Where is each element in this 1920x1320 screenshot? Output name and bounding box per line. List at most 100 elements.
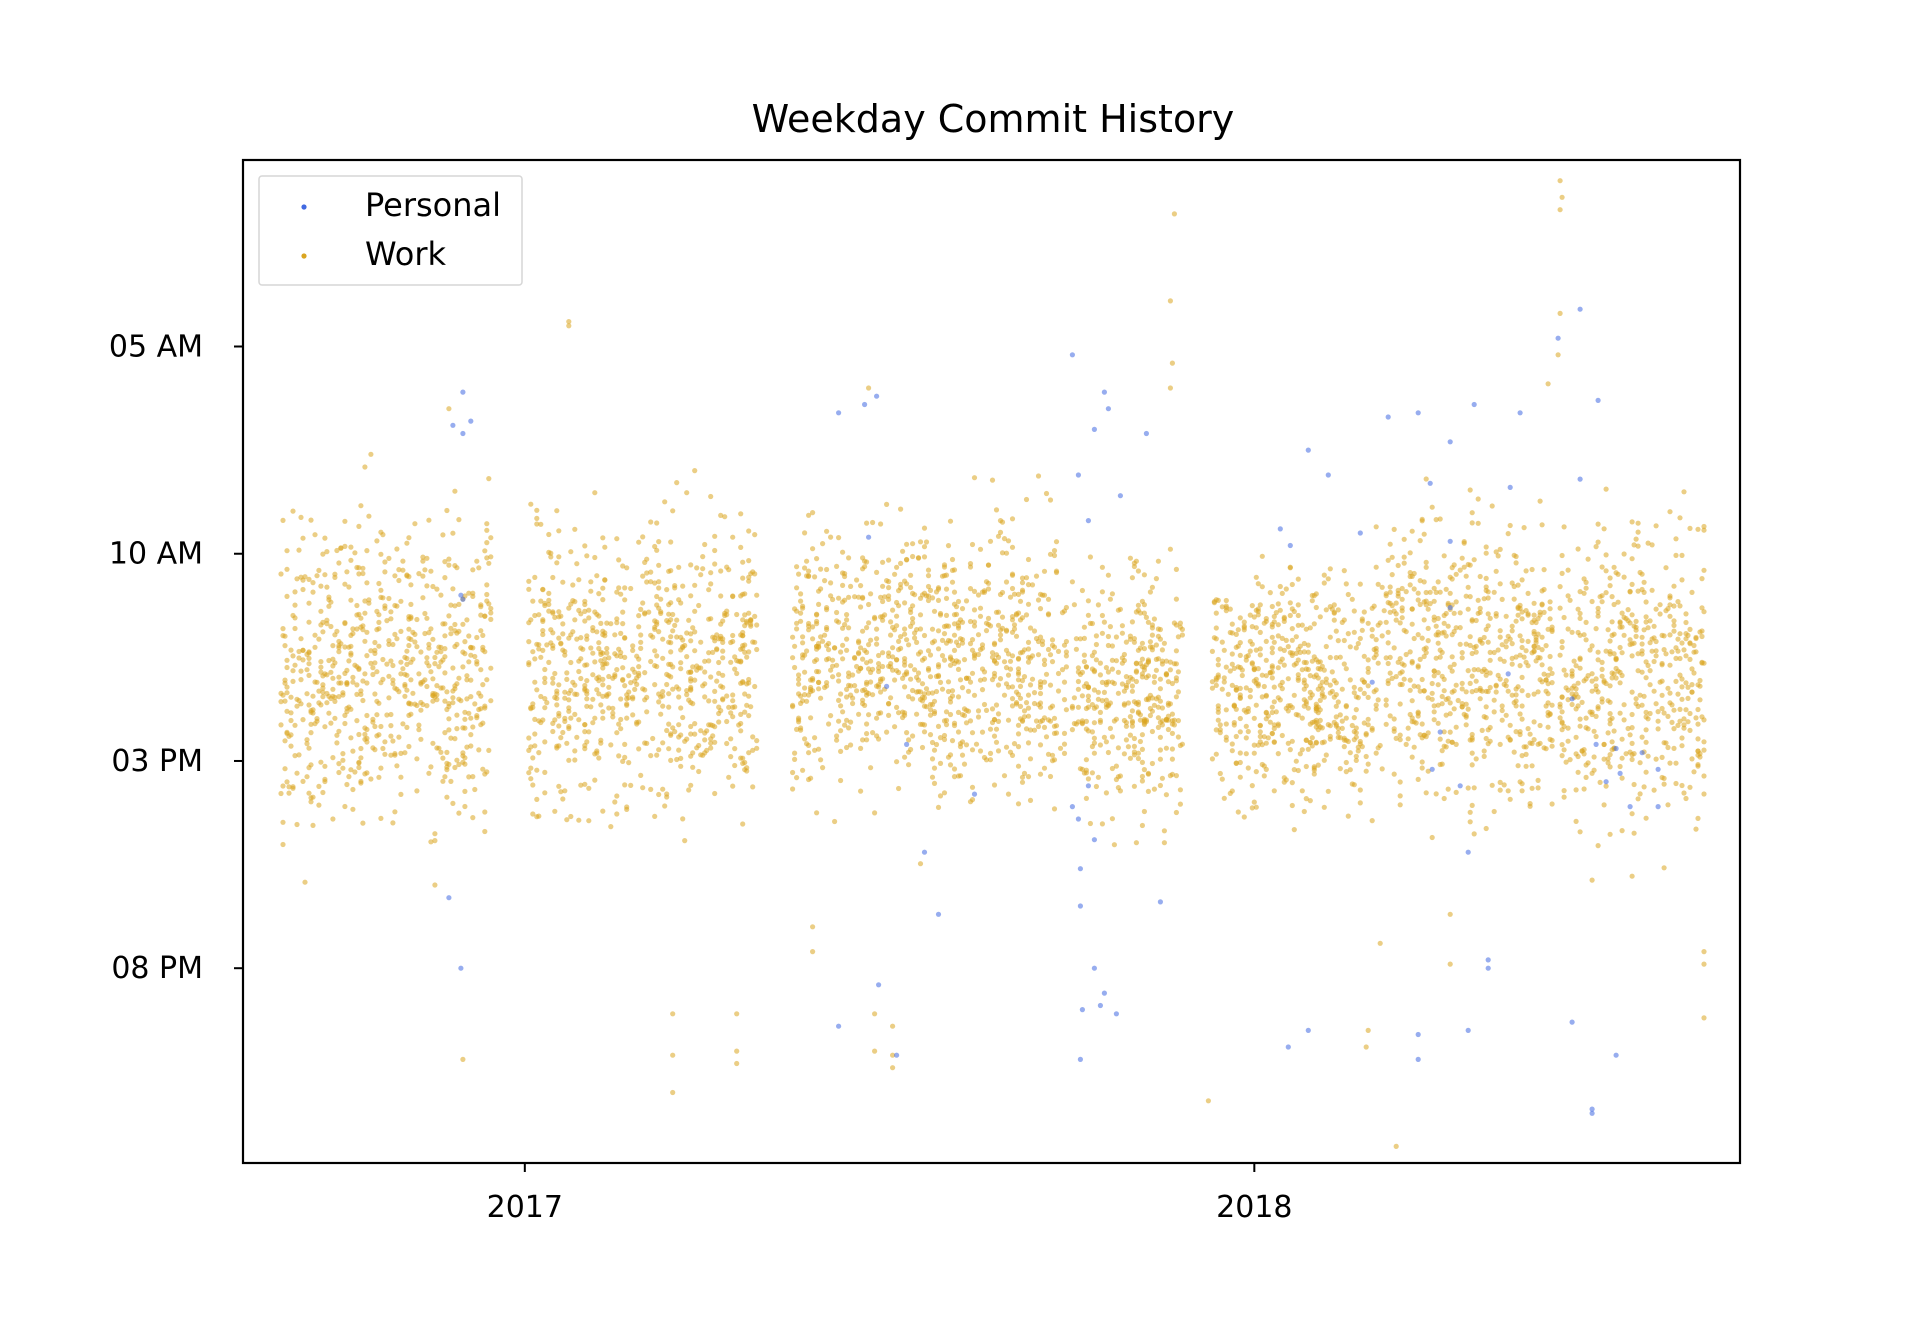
scatter-point-work	[574, 561, 580, 567]
scatter-point-work	[1599, 696, 1605, 702]
scatter-point-work	[372, 660, 378, 666]
scatter-point-work	[1537, 740, 1543, 747]
scatter-point-work	[1247, 687, 1253, 694]
scatter-point-work	[1523, 763, 1529, 769]
scatter-point-work	[1327, 634, 1333, 640]
scatter-point-work	[919, 744, 926, 751]
scatter-point-work	[1305, 705, 1311, 711]
scatter-point-work	[654, 593, 660, 600]
scatter-point-work	[1383, 721, 1389, 727]
scatter-point-work	[1315, 675, 1321, 681]
scatter-point-work	[744, 702, 750, 708]
scatter-point-work	[638, 639, 644, 645]
scatter-point-work	[300, 778, 306, 785]
scatter-point-work	[1447, 911, 1453, 917]
scatter-point-work	[1327, 604, 1333, 610]
scatter-point-work	[1167, 667, 1173, 673]
scatter-point-work	[1003, 744, 1010, 750]
scatter-point-work	[836, 619, 842, 625]
scatter-point-work	[606, 673, 612, 680]
scatter-point-work	[1569, 629, 1575, 635]
scatter-point-work	[306, 702, 312, 708]
scatter-point-work	[1311, 719, 1317, 725]
scatter-point-work	[554, 695, 560, 702]
scatter-point-work	[1279, 635, 1285, 642]
scatter-point-work	[1177, 787, 1183, 793]
scatter-point-work	[1697, 677, 1703, 684]
scatter-point-work	[1393, 1143, 1399, 1149]
scatter-point-work	[1327, 690, 1333, 696]
scatter-point-work	[1157, 782, 1163, 789]
scatter-point-work	[386, 638, 392, 644]
scatter-point-work	[1683, 795, 1689, 802]
scatter-point-work	[1475, 496, 1481, 502]
scatter-point-work	[550, 643, 556, 649]
scatter-point-work	[616, 753, 622, 759]
scatter-point-work	[1561, 747, 1567, 753]
scatter-point-work	[1157, 747, 1163, 753]
scatter-point-work	[1357, 738, 1363, 745]
scatter-point-work	[1303, 763, 1309, 770]
scatter-point-work	[390, 681, 396, 687]
scatter-point-work	[292, 589, 298, 595]
scatter-point-work	[1605, 730, 1611, 736]
scatter-point-work	[798, 610, 804, 616]
scatter-point-work	[1483, 587, 1489, 594]
scatter-point-work	[558, 789, 564, 795]
scatter-point-work	[1269, 650, 1275, 656]
scatter-point-work	[1531, 691, 1537, 697]
scatter-point-work	[280, 783, 286, 789]
scatter-point-work	[1565, 738, 1571, 744]
scatter-point-work	[1001, 659, 1008, 665]
scatter-point-work	[1481, 748, 1487, 754]
scatter-point-work	[1329, 669, 1335, 675]
scatter-point-work	[802, 736, 808, 742]
scatter-point-work	[1417, 538, 1423, 544]
scatter-point-work	[1173, 678, 1179, 684]
scatter-point-work	[552, 808, 558, 814]
scatter-point-work	[1025, 659, 1032, 665]
scatter-point-work	[878, 689, 884, 695]
scatter-point-work	[1671, 745, 1677, 752]
scatter-point-work	[442, 646, 448, 652]
scatter-point-work	[602, 544, 608, 550]
scatter-point-work	[1229, 748, 1235, 754]
scatter-point-work	[702, 694, 708, 700]
scatter-point-work	[902, 754, 908, 760]
scatter-point-work	[1169, 711, 1175, 717]
scatter-point-work	[596, 640, 602, 646]
scatter-point-work	[1529, 650, 1535, 656]
scatter-point-work	[486, 476, 492, 482]
scatter-point-work	[993, 609, 1000, 615]
scatter-point-work	[820, 541, 826, 547]
scatter-point-work	[1701, 961, 1707, 967]
scatter-point-work	[534, 796, 540, 803]
scatter-point-work	[666, 691, 672, 697]
scatter-point-work	[1559, 694, 1565, 700]
scatter-point-work	[360, 570, 366, 577]
scatter-point-work	[1451, 706, 1457, 712]
scatter-point-work	[1019, 580, 1026, 586]
scatter-point-work	[428, 669, 434, 675]
scatter-point-work	[991, 733, 998, 739]
scatter-point-work	[1645, 753, 1651, 759]
scatter-point-work	[700, 752, 706, 758]
scatter-point-work	[1471, 831, 1477, 837]
scatter-point-work	[1675, 636, 1681, 642]
scatter-point-work	[1549, 702, 1555, 708]
scatter-point-work	[1629, 725, 1635, 731]
scatter-point-work	[1021, 714, 1028, 720]
scatter-point-work	[1529, 763, 1535, 769]
scatter-point-work	[1573, 818, 1579, 825]
scatter-point-work	[1671, 628, 1677, 634]
scatter-point-work	[1253, 574, 1259, 580]
scatter-point-work	[330, 675, 336, 681]
scatter-point-work	[1361, 679, 1367, 685]
scatter-point-work	[640, 534, 646, 540]
scatter-point-work	[1169, 680, 1175, 687]
scatter-point-work	[394, 636, 400, 642]
scatter-point-work	[1055, 670, 1062, 677]
scatter-point-work	[1383, 697, 1389, 703]
scatter-point-work	[1441, 688, 1447, 694]
scatter-point-work	[564, 676, 570, 683]
